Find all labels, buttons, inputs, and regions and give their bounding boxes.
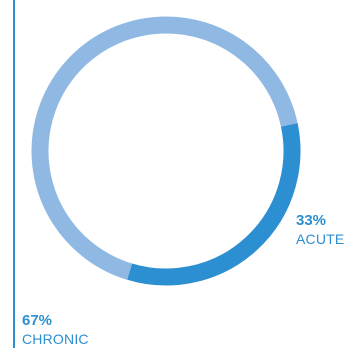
slice-name-acute: ACUTE	[296, 231, 345, 247]
donut-slice-chronic	[31, 16, 298, 280]
slice-label-acute: 33% ACUTE	[296, 211, 344, 249]
donut-slice-acute	[127, 123, 301, 286]
slice-name-chronic: CHRONIC	[22, 331, 89, 347]
left-accent-rule	[13, 0, 15, 348]
slice-label-chronic: 67% CHRONIC	[22, 311, 89, 348]
slice-value-chronic: 67%	[22, 312, 53, 329]
slice-value-acute: 33%	[296, 212, 327, 229]
